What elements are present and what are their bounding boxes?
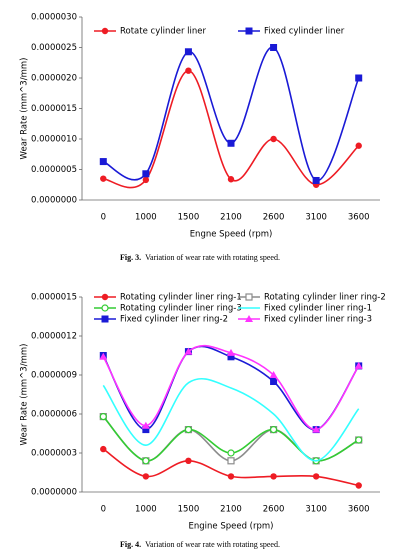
- data-point: [227, 353, 235, 361]
- x-tick-label: 1000: [135, 213, 157, 223]
- y-tick-label: 0.0000006: [31, 410, 77, 420]
- y-tick-label: 0.0000020: [31, 74, 77, 84]
- legend-label: Rotating cylinder liner ring-2: [264, 293, 386, 303]
- data-point: [270, 378, 278, 385]
- series-line: [103, 69, 360, 189]
- x-tick-label: 2100: [220, 505, 242, 515]
- legend-label: Fixed cylinder liner ring-1: [264, 304, 372, 314]
- x-tick-label: 3100: [305, 505, 327, 515]
- y-tick-label: 0.0000010: [31, 135, 77, 145]
- x-tick-label: 3600: [348, 505, 370, 515]
- data-point: [269, 371, 278, 378]
- data-point: [312, 473, 320, 480]
- series-line: [102, 46, 360, 182]
- legend-marker: [101, 27, 109, 35]
- x-tick-label: 3600: [348, 213, 370, 223]
- caption-text: Variation of wear rate with rotating spe…: [145, 253, 280, 262]
- y-tick-label: 0.0000009: [31, 371, 77, 381]
- legend-label: Fixed cylinder liner ring-3: [264, 315, 372, 325]
- data-point: [227, 457, 235, 465]
- data-point: [355, 142, 362, 149]
- y-axis-label: Wear Rate (mm^3/mm): [20, 344, 30, 446]
- data-point: [100, 445, 107, 453]
- x-tick-label: 3100: [305, 213, 327, 223]
- y-tick-label: 0.0000003: [31, 449, 77, 459]
- data-point: [270, 473, 277, 480]
- legend-label: Rotating cylinder liner ring-1: [120, 293, 242, 303]
- caption-text: Variation of wear rate with rotating spe…: [145, 540, 280, 549]
- data-point: [184, 426, 193, 434]
- legend-label: Rotate cylinder liner: [120, 27, 207, 37]
- x-tick-label: 1000: [135, 505, 157, 515]
- legend-marker: [245, 293, 253, 301]
- data-point: [142, 426, 150, 434]
- y-axis-label: Wear Rate (mm^3/mm): [20, 58, 30, 160]
- x-tick-label: 2600: [263, 213, 285, 223]
- data-point: [185, 67, 192, 74]
- legend-marker: [101, 293, 109, 301]
- data-point: [141, 421, 150, 429]
- data-point: [354, 361, 363, 369]
- data-point: [312, 176, 320, 184]
- data-point: [184, 48, 192, 56]
- y-tick-label: 0.0000015: [31, 293, 77, 303]
- x-tick-label: 1500: [178, 213, 200, 223]
- data-point: [99, 413, 107, 421]
- legend-marker: [101, 304, 109, 312]
- legend-marker: [245, 315, 253, 322]
- data-point: [142, 176, 150, 184]
- x-tick-label: 2600: [263, 505, 285, 515]
- data-point: [185, 457, 192, 464]
- data-point: [227, 473, 235, 480]
- y-tick-label: 0.0000025: [31, 43, 77, 53]
- y-tick-label: 0.0000005: [31, 165, 77, 175]
- data-point: [99, 158, 107, 166]
- data-point: [270, 135, 277, 143]
- legend-label: Fixed cylinder liner ring-2: [120, 315, 228, 325]
- y-tick-label: 0.0000015: [31, 104, 77, 114]
- data-point: [227, 348, 235, 356]
- legend-label: Fixed cylinder liner: [264, 27, 345, 37]
- series-line: [102, 378, 360, 462]
- data-point: [142, 457, 150, 465]
- caption: Fig. 3. Variation of wear rate with rota…: [120, 253, 280, 262]
- y-tick-label: 0.0000000: [31, 196, 77, 206]
- data-point: [227, 176, 235, 183]
- x-axis-label: Engne Speed (rpm): [190, 230, 273, 240]
- caption-label: Fig. 4.: [120, 540, 141, 549]
- legend-marker: [101, 315, 109, 323]
- y-tick-label: 0.0000012: [31, 332, 77, 342]
- data-point: [100, 175, 107, 182]
- data-point: [227, 449, 235, 457]
- x-tick-label: 2100: [220, 213, 242, 223]
- y-tick-label: 0.0000000: [31, 488, 77, 498]
- x-axis-label: Engine Speed (rpm): [189, 522, 274, 532]
- x-tick-label: 0: [101, 505, 106, 515]
- data-point: [270, 44, 278, 51]
- y-tick-label: 0.0000030: [31, 13, 77, 23]
- data-point: [355, 74, 363, 82]
- x-tick-label: 1500: [178, 505, 200, 515]
- legend-label: Rotating cylinder liner ring-3: [120, 304, 242, 314]
- caption-label: Fig. 3.: [120, 253, 141, 262]
- data-point: [99, 352, 108, 360]
- data-point: [227, 139, 235, 147]
- data-point: [355, 436, 363, 444]
- caption: Fig. 4. Variation of wear rate with rota…: [120, 540, 280, 549]
- x-tick-label: 0: [101, 213, 106, 223]
- data-point: [142, 473, 150, 480]
- data-point: [355, 482, 362, 489]
- data-point: [184, 347, 193, 355]
- data-point: [269, 426, 278, 434]
- legend-marker: [245, 27, 253, 35]
- data-point: [312, 425, 321, 433]
- data-point: [142, 170, 150, 178]
